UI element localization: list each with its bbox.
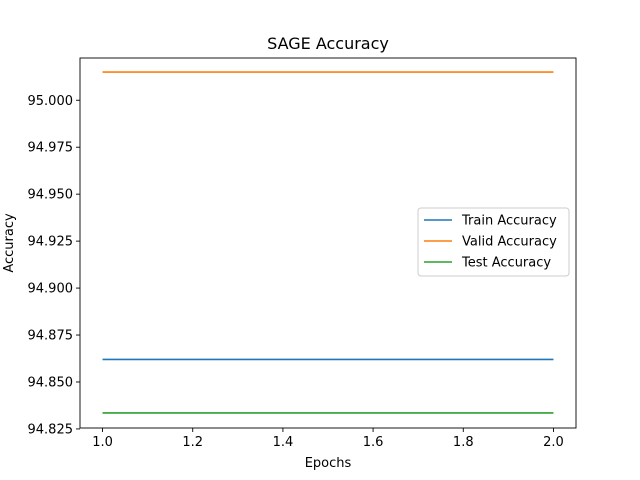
y-tick-label: 94.850 (28, 375, 74, 390)
legend-label: Valid Accuracy (462, 235, 557, 250)
y-tick-label: 94.975 (28, 141, 74, 156)
legend: Train Accuracy Valid Accuracy Test Accurac… (417, 207, 570, 277)
y-tick-label: 94.825 (28, 422, 74, 437)
x-tick-label: 1.4 (273, 435, 294, 450)
chart-title: SAGE Accuracy (267, 34, 389, 53)
legend-label: Train Accuracy (461, 214, 557, 229)
x-tick-label: 2.0 (543, 435, 564, 450)
x-tick-label: 1.8 (453, 435, 474, 450)
x-tick-label: 1.6 (363, 435, 384, 450)
y-tick-label: 94.950 (28, 188, 74, 203)
x-tick-label: 1.0 (92, 435, 113, 450)
x-tick-label: 1.2 (182, 435, 203, 450)
y-tick-label: 94.925 (28, 235, 74, 250)
y-tick-label: 95.000 (28, 94, 74, 109)
legend-box (417, 207, 570, 277)
y-tick-label: 94.900 (28, 282, 74, 297)
axes-frame (79, 57, 577, 429)
y-axis-title: Accuracy (2, 213, 17, 273)
plot-area: 1.0 1.2 1.4 1.6 1.8 2.0 94.825 94.850 94.875 94.9… (28, 57, 577, 450)
legend-label: Test Accuracy (461, 256, 551, 271)
x-axis-title: Epochs (305, 456, 352, 471)
y-tick-label: 94.875 (28, 329, 74, 344)
